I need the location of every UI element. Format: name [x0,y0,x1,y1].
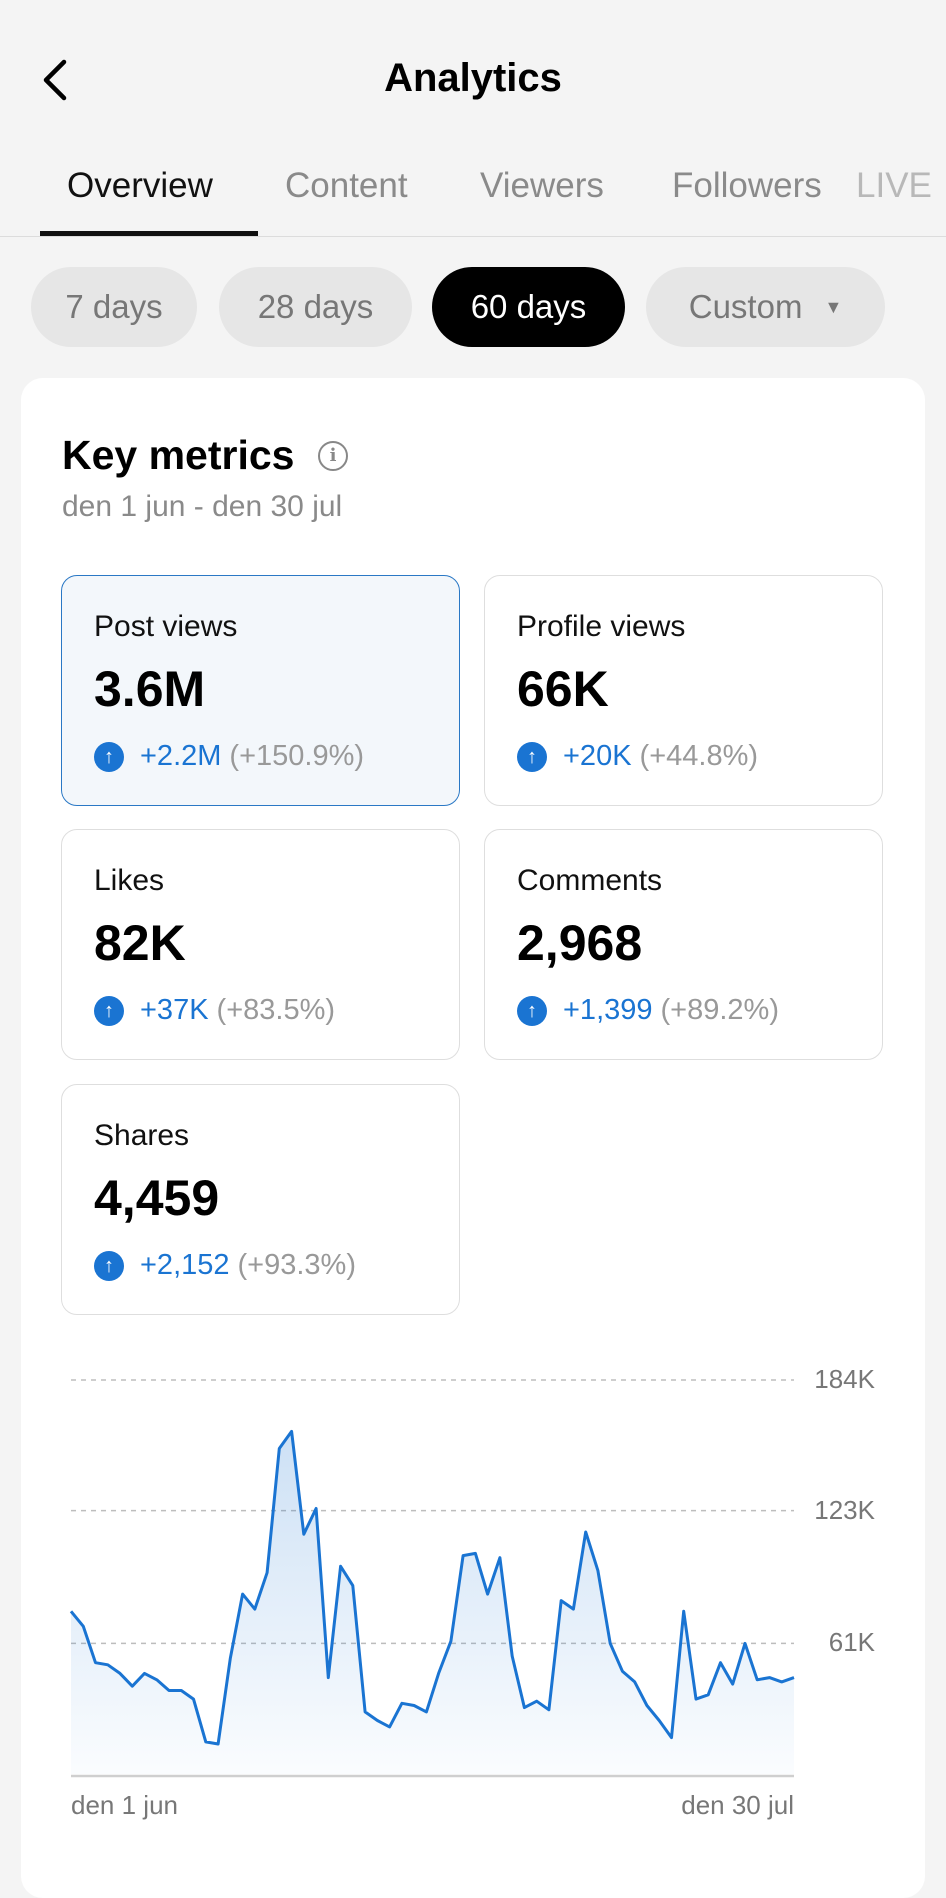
metric-card-likes[interactable]: Likes 82K ↑ +37K (+83.5%) [61,829,460,1060]
series-area [71,1431,794,1774]
metric-card-profile-views[interactable]: Profile views 66K ↑ +20K (+44.8%) [484,575,883,806]
period-60-days[interactable]: 60 days [432,267,625,347]
metric-delta: +20K [563,740,632,772]
metric-value: 2,968 [517,915,643,971]
period-label: 60 days [470,288,587,325]
tab-bar: Overview Content Viewers Followers LIVE [0,158,946,238]
y-tick-label: 123K [814,1494,875,1525]
period-7-days[interactable]: 7 days [31,267,197,347]
metric-percent: (+89.2%) [660,994,779,1026]
tab-viewers[interactable]: Viewers [480,166,604,205]
period-28-days[interactable]: 28 days [219,267,412,347]
metric-card-shares[interactable]: Shares 4,459 ↑ +2,152 (+93.3%) [61,1084,460,1315]
metric-change: ↑ +2,152 (+93.3%) [94,1249,356,1282]
series-line [69,1429,795,1746]
arrow-up-circle-icon: ↑ [517,741,547,772]
arrow-up-circle-icon: ↑ [94,741,124,772]
metric-delta: +2.2M [140,740,222,772]
metric-change: ↑ +20K (+44.8%) [517,740,758,773]
metric-percent: (+93.3%) [237,1249,356,1281]
period-label: Custom [688,288,803,325]
metric-value: 82K [94,915,186,971]
metric-change: ↑ +37K (+83.5%) [94,994,335,1027]
active-tab-indicator [40,231,258,236]
info-icon[interactable]: i [318,441,348,471]
arrow-up-circle-icon: ↑ [94,995,124,1026]
period-custom-dropdown[interactable]: Custom ▼ [646,267,885,347]
tab-live[interactable]: LIVE [856,166,932,205]
metric-label: Likes [94,864,165,897]
section-title: Key metrics [62,432,295,478]
chevron-left-icon [43,59,67,101]
metric-delta: +37K [140,994,209,1026]
y-tick-label: 61K [828,1627,875,1658]
metric-percent: (+150.9%) [229,740,365,772]
date-range: den 1 jun - den 30 jul [62,490,343,523]
period-label: 28 days [257,288,374,325]
caret-down-icon: ▼ [824,296,843,317]
metric-value: 3.6M [94,661,206,717]
arrow-up-circle-icon: ↑ [517,995,547,1026]
metric-value: 4,459 [94,1170,220,1226]
metric-change: ↑ +1,399 (+89.2%) [517,994,779,1027]
tab-content[interactable]: Content [285,166,408,205]
metric-label: Comments [517,864,663,897]
metric-label: Profile views [517,610,686,643]
x-tick-label: den 1 jun [71,1790,178,1820]
y-tick-label: 184K [814,1364,875,1394]
metric-card-comments[interactable]: Comments 2,968 ↑ +1,399 (+89.2%) [484,829,883,1060]
period-label: 7 days [65,288,163,325]
metric-label: Shares [94,1119,190,1152]
metric-change: ↑ +2.2M (+150.9%) [94,740,364,773]
metric-card-post-views[interactable]: Post views 3.6M ↑ +2.2M (+150.9%) [61,575,460,806]
tab-followers[interactable]: Followers [672,166,822,205]
metric-percent: (+83.5%) [216,994,336,1026]
x-tick-label: den 30 jul [681,1790,794,1820]
metric-label: Post views [94,610,238,643]
metric-delta: +2,152 [140,1249,230,1281]
metric-value: 66K [517,661,609,717]
metric-delta: +1,399 [563,994,653,1026]
metric-percent: (+44.8%) [639,740,759,772]
back-button[interactable] [38,58,78,102]
tab-divider [0,236,946,237]
arrow-up-circle-icon: ↑ [94,1250,124,1281]
tab-overview[interactable]: Overview [67,166,213,205]
page-title: Analytics [384,56,562,100]
